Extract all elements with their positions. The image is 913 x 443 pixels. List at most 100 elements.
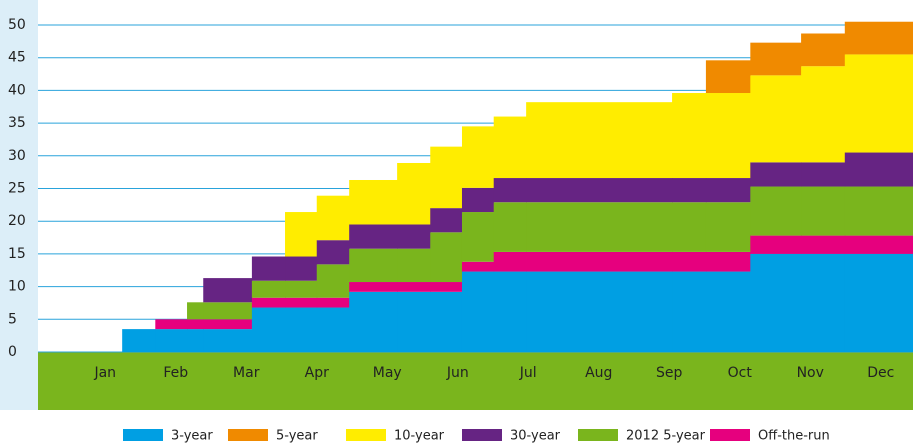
area-segment bbox=[705, 202, 751, 252]
legend-label: Off-the-run bbox=[758, 429, 830, 443]
legend-swatch bbox=[462, 429, 502, 441]
area-segment bbox=[672, 271, 707, 352]
area-segment bbox=[526, 102, 673, 179]
area-segment bbox=[397, 224, 431, 249]
area-segment bbox=[203, 302, 253, 320]
area-segment bbox=[844, 152, 913, 187]
area-segment bbox=[493, 271, 527, 352]
area-segment bbox=[430, 146, 463, 209]
area-segment bbox=[844, 186, 913, 236]
area-segment bbox=[801, 253, 846, 352]
area-segment bbox=[844, 235, 913, 254]
y-axis-panel bbox=[0, 0, 38, 410]
legend-swatch bbox=[710, 429, 750, 441]
area-segment bbox=[203, 278, 253, 303]
y-tick-label: 50 bbox=[8, 17, 26, 33]
x-tick-label: Jun bbox=[446, 365, 469, 381]
area-segment bbox=[397, 162, 431, 225]
area-segment bbox=[705, 178, 751, 203]
area-segment bbox=[430, 232, 463, 283]
area-segment bbox=[316, 240, 350, 265]
x-tick-label: Feb bbox=[163, 365, 188, 381]
area-segment bbox=[285, 280, 318, 298]
area-segment bbox=[844, 21, 913, 55]
area-segment bbox=[801, 186, 846, 236]
area-segment bbox=[705, 93, 751, 179]
area-segment bbox=[316, 264, 350, 298]
area-segment bbox=[430, 291, 463, 352]
area-segment bbox=[285, 212, 318, 257]
area-segment bbox=[461, 271, 495, 352]
area-segment bbox=[349, 179, 398, 225]
area-segment bbox=[285, 307, 318, 352]
area-segment bbox=[705, 251, 751, 272]
x-tick-label: Jan bbox=[93, 365, 116, 381]
area-segment bbox=[285, 256, 318, 281]
area-segment bbox=[801, 66, 846, 163]
area-segment bbox=[397, 291, 431, 352]
area-segment bbox=[526, 271, 673, 352]
area-segment bbox=[461, 187, 495, 213]
y-tick-label: 15 bbox=[8, 246, 26, 262]
area-segment bbox=[203, 319, 253, 330]
area-segment bbox=[493, 116, 527, 179]
area-segment bbox=[251, 297, 286, 308]
area-segment bbox=[187, 302, 204, 320]
x-tick-label: Dec bbox=[867, 365, 894, 381]
x-tick-label: Oct bbox=[728, 365, 753, 381]
area-segment bbox=[251, 280, 286, 298]
area-segment bbox=[493, 202, 527, 252]
area-segment bbox=[801, 162, 846, 187]
labels: 0 5 10 15 20 25 30 35 40 45 50 Jan Feb Mar Apr May Jun Ju… bbox=[8, 17, 894, 443]
area-segment bbox=[705, 60, 751, 94]
legend-label: 5-year bbox=[276, 429, 318, 443]
area-segment bbox=[397, 248, 431, 283]
areas bbox=[122, 21, 913, 352]
area-segment bbox=[672, 202, 707, 252]
area-segment bbox=[844, 54, 913, 153]
area-segment bbox=[316, 307, 350, 352]
area-segment bbox=[750, 253, 802, 352]
x-tick-label: Mar bbox=[233, 365, 260, 381]
area-segment bbox=[672, 93, 707, 179]
legend-swatch bbox=[578, 429, 618, 441]
legend-swatch bbox=[123, 429, 163, 441]
area-segment bbox=[461, 126, 495, 188]
legend-label: 2012 5-year bbox=[626, 429, 706, 443]
area-segment bbox=[316, 195, 350, 241]
y-tick-label: 0 bbox=[8, 344, 17, 360]
area-segment bbox=[349, 248, 398, 283]
area-segment bbox=[526, 178, 673, 203]
area-segment bbox=[672, 178, 707, 203]
area-segment bbox=[750, 75, 802, 163]
y-tick-label: 40 bbox=[8, 82, 26, 98]
area-segment bbox=[844, 253, 913, 352]
area-segment bbox=[750, 235, 802, 254]
area-segment bbox=[430, 282, 463, 292]
area-segment bbox=[316, 297, 350, 308]
x-tick-label: May bbox=[373, 365, 402, 381]
legend-label: 30-year bbox=[510, 429, 561, 443]
area-segment bbox=[750, 42, 802, 76]
area-segment bbox=[750, 186, 802, 236]
x-tick-label: Apr bbox=[305, 365, 329, 381]
area-segment bbox=[349, 224, 398, 249]
y-tick-label: 5 bbox=[8, 311, 17, 327]
y-tick-label: 45 bbox=[8, 50, 26, 66]
area-segment bbox=[493, 251, 527, 272]
area-segment bbox=[397, 282, 431, 292]
y-tick-label: 30 bbox=[8, 148, 26, 164]
area-segment bbox=[251, 307, 286, 352]
area-segment bbox=[122, 329, 156, 352]
area-segment bbox=[430, 208, 463, 233]
area-segment bbox=[801, 235, 846, 254]
area-segment bbox=[461, 212, 495, 262]
area-segment bbox=[187, 319, 204, 330]
area-segment bbox=[493, 178, 527, 203]
y-tick-label: 20 bbox=[8, 213, 26, 229]
area-segment bbox=[285, 297, 318, 308]
area-segment bbox=[801, 33, 846, 67]
legend-swatch bbox=[228, 429, 268, 441]
y-tick-label: 25 bbox=[8, 181, 26, 197]
area-segment bbox=[155, 319, 188, 330]
